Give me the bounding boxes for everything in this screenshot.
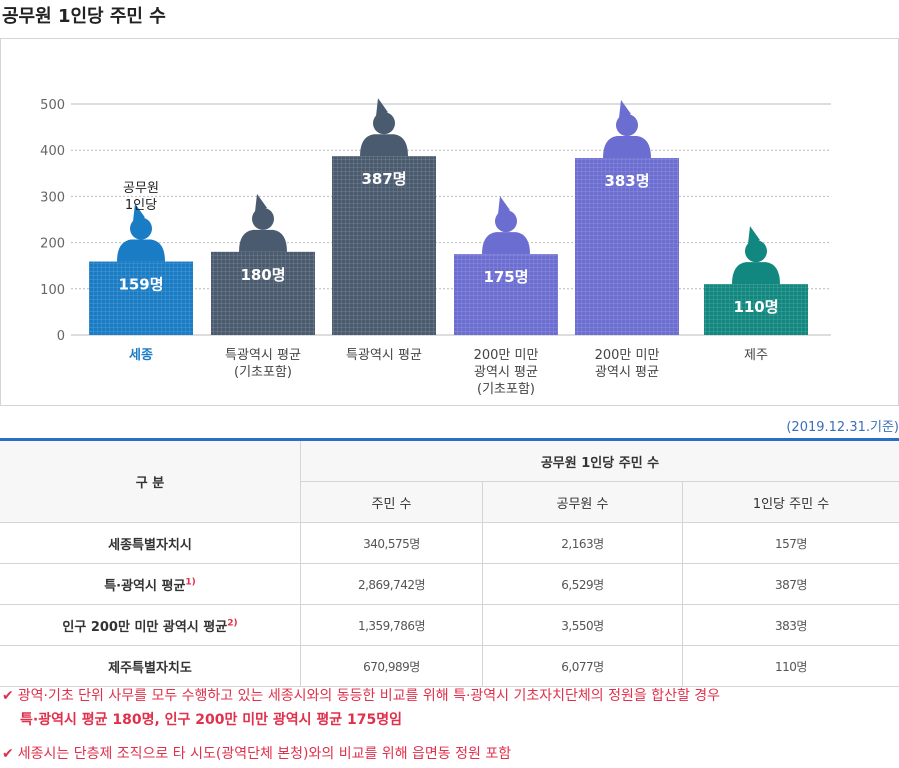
row-label: 특·광역시 평균1) — [0, 563, 301, 605]
y-tick-label: 100 — [40, 283, 65, 298]
row-label: 제주특별자치도 — [0, 645, 301, 687]
y-tick-label: 0 — [57, 329, 65, 344]
check-icon: ✔ — [2, 688, 14, 704]
note-text: 세종시는 단층제 조직으로 타 시도(광역단체 본청)와의 비교를 위해 읍면동… — [17, 746, 512, 762]
bar-texture — [89, 261, 193, 335]
cell-value: 383명 — [682, 604, 899, 646]
x-tick-label: 특광역시 평균 — [346, 348, 422, 363]
cell-value: 2,869,742명 — [300, 563, 483, 605]
note-bold: 특·광역시 평균 180명, 인구 200만 미만 광역시 평균 175명임 — [20, 712, 403, 728]
row-label: 인구 200만 미만 광역시 평균2) — [0, 604, 301, 646]
x-tick-label: 세종 — [129, 348, 153, 363]
bar-texture — [211, 251, 315, 335]
cell-value: 157명 — [682, 522, 899, 564]
cell-value: 6,077명 — [482, 645, 683, 687]
table-row: 인구 200만 미만 광역시 평균2) 1,359,786명 3,550명 383명 — [0, 604, 899, 646]
bar-value-label: 180명 — [240, 266, 285, 284]
person-icon — [732, 226, 780, 285]
bar-value-label: 110명 — [733, 298, 778, 316]
note-text: 광역·기초 단위 사무를 모두 수행하고 있는 세종시와의 동등한 비교를 위해… — [17, 688, 721, 704]
note-2: ✔ 세종시는 단층제 조직으로 타 시도(광역단체 본청)와의 비교를 위해 읍면… — [2, 742, 511, 766]
x-tick-label: 200만 미만 광역시 평균 (기초포함) — [474, 348, 539, 397]
bar-value-label: 175명 — [483, 268, 528, 286]
person-icon — [239, 193, 287, 252]
bar-value-label: 387명 — [361, 170, 406, 188]
check-icon: ✔ — [2, 746, 14, 762]
bar-texture — [704, 284, 808, 335]
y-tick-label: 500 — [40, 98, 65, 113]
annotation: 공무원 1인당 — [123, 181, 159, 213]
y-tick-label: 200 — [40, 237, 65, 252]
bar-texture — [454, 254, 558, 335]
person-icon — [360, 98, 408, 157]
x-tick-label: 200만 미만 광역시 평균 — [595, 348, 660, 380]
table-row: 특·광역시 평균1) 2,869,742명 6,529명 387명 — [0, 563, 899, 605]
bar-value-label: 383명 — [604, 172, 649, 190]
footnote-marker: 2) — [227, 618, 238, 629]
cell-value: 6,529명 — [482, 563, 683, 605]
table-row: 제주특별자치도 670,989명 6,077명 110명 — [0, 645, 899, 687]
row-label: 세종특별자치시 — [0, 522, 301, 564]
table-row: 세종특별자치시 340,575명 2,163명 157명 — [0, 522, 899, 564]
header-officials: 공무원 수 — [482, 481, 683, 523]
cell-value: 3,550명 — [482, 604, 683, 646]
header-per-official: 1인당 주민 수 — [682, 481, 899, 523]
cell-value: 2,163명 — [482, 522, 683, 564]
cell-value: 670,989명 — [300, 645, 483, 687]
person-icon — [117, 203, 165, 262]
bar-texture — [332, 156, 436, 335]
page-title: 공무원 1인당 주민 수 — [2, 6, 166, 27]
x-tick-label: 제주 — [744, 348, 768, 363]
cell-value: 1,359,786명 — [300, 604, 483, 646]
data-table: 구 분 공무원 1인당 주민 수 주민 수 공무원 수 1인당 주민 수 세종특… — [0, 438, 899, 687]
cell-value: 110명 — [682, 645, 899, 687]
footnote-marker: 1) — [185, 577, 196, 588]
note-1: ✔ 광역·기초 단위 사무를 모두 수행하고 있는 세종시와의 동등한 비교를 위… — [2, 684, 899, 732]
y-tick-label: 300 — [40, 190, 65, 205]
header-main: 공무원 1인당 주민 수 — [300, 439, 899, 482]
header-residents: 주민 수 — [300, 481, 483, 523]
bar-value-label: 159명 — [118, 276, 163, 294]
x-tick-label: 특광역시 평균 (기초포함) — [225, 348, 301, 380]
cell-value: 387명 — [682, 563, 899, 605]
reference-date: (2019.12.31.기준) — [786, 420, 899, 435]
person-icon — [603, 100, 651, 159]
person-icon — [482, 196, 530, 255]
y-tick-label: 400 — [40, 144, 65, 159]
bar-texture — [575, 158, 679, 335]
header-category: 구 분 — [0, 439, 301, 523]
cell-value: 340,575명 — [300, 522, 483, 564]
